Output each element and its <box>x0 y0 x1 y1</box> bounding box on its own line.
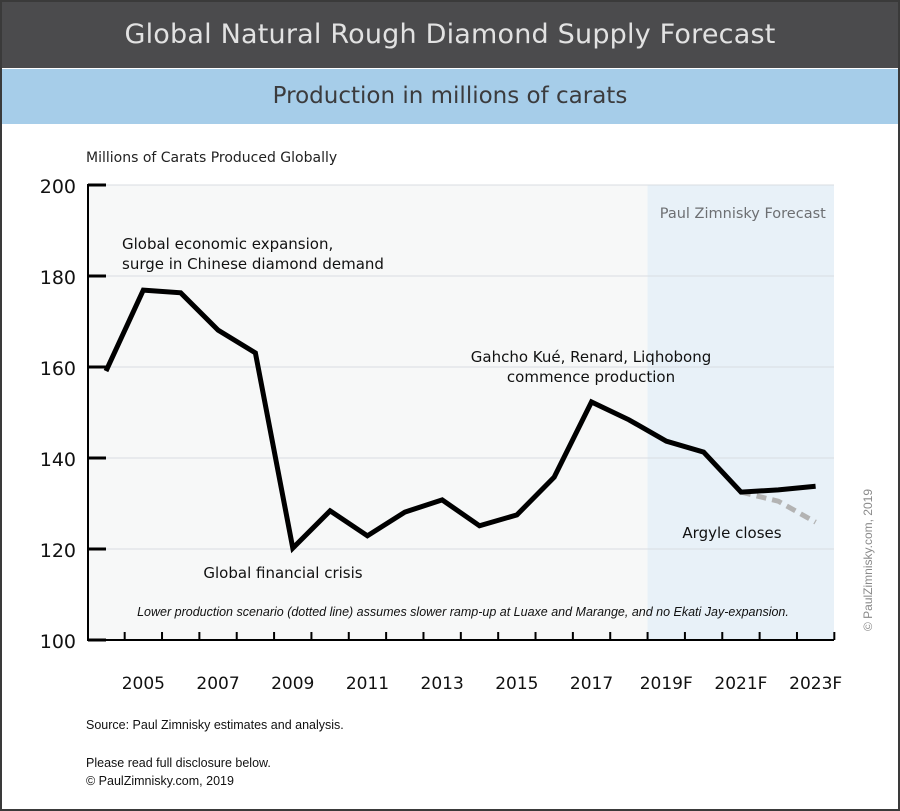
x-tick-label: 2019F <box>640 674 693 694</box>
annotation-crisis: Global financial crisis <box>203 564 362 582</box>
annotation-expansion: Global economic expansion, <box>122 235 333 253</box>
y-tick-label: 180 <box>40 267 76 289</box>
x-tick-label: 2017 <box>570 674 613 694</box>
y-tick-label: 120 <box>40 540 76 562</box>
x-tick-labels: 2005 2007 2009 2011 2013 2015 2017 2019F 2021F 20… <box>122 674 842 694</box>
y-tick-labels: 100 120 140 160 180 200 <box>40 176 76 653</box>
series-lines <box>103 287 817 554</box>
x-tick-label: 2009 <box>271 674 314 694</box>
annotation-argyle: Argyle closes <box>682 524 781 542</box>
x-tick-label: 2005 <box>122 674 165 694</box>
y-tick-label: 160 <box>40 358 76 380</box>
axes <box>87 183 836 642</box>
annotation-gahcho: Gahcho Kué, Renard, Liqhobong <box>471 348 711 366</box>
annotation-expansion: surge in Chinese diamond demand <box>122 255 384 273</box>
y-axis-label: Millions of Carats Produced Globally <box>86 150 338 166</box>
series-line-low-scenario <box>740 489 817 525</box>
annotations: Global economic expansion, surge in Chine… <box>122 235 789 619</box>
y-tick-label: 100 <box>40 631 76 653</box>
series-line-production <box>103 287 816 554</box>
x-tick-label: 2015 <box>495 674 538 694</box>
annotation-note: Lower production scenario (dotted line) … <box>137 605 789 619</box>
y-tick-label: 140 <box>40 449 76 471</box>
copyright: © PaulZimnisky.com, 2019 <box>86 774 234 788</box>
x-tick-label: 2013 <box>421 674 464 694</box>
x-tick-label: 2007 <box>196 674 239 694</box>
annotation-gahcho: commence production <box>507 368 675 386</box>
source-note: Source: Paul Zimnisky estimates and anal… <box>86 718 344 732</box>
vertical-copyright: © PaulZimnisky.com, 2019 <box>861 488 875 632</box>
forecast-region-label: Paul Zimnisky Forecast <box>660 206 826 222</box>
y-tick-label: 200 <box>40 176 76 198</box>
chart-subtitle: Production in millions of carats <box>2 69 898 124</box>
chart-title: Global Natural Rough Diamond Supply Fore… <box>2 2 898 68</box>
forecast-region <box>647 185 834 640</box>
x-tick-label: 2021F <box>714 674 767 694</box>
disclosure-link-text: Please read full disclosure below. <box>86 756 271 770</box>
x-tick-label: 2023F <box>789 674 842 694</box>
x-tick-label: 2011 <box>346 674 389 694</box>
